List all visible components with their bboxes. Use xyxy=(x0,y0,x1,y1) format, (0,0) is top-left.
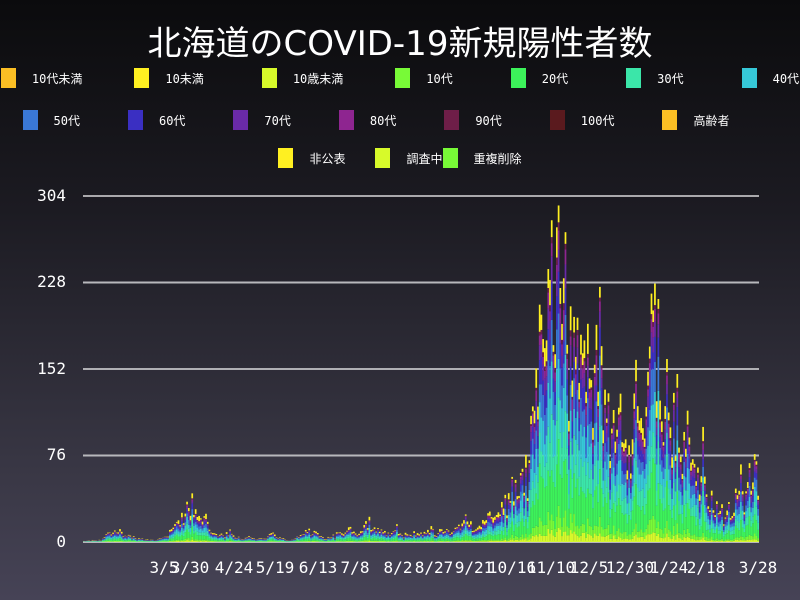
legend-item: 70代 xyxy=(233,110,291,130)
legend-label: 非公表 xyxy=(309,151,346,166)
x-tick-label: 9/21 xyxy=(454,558,494,577)
legend-label: 90代 xyxy=(475,113,502,128)
legend-label: 60代 xyxy=(158,113,186,128)
y-tick-label: 76 xyxy=(46,445,66,464)
legend-item: 20代 xyxy=(510,68,569,88)
x-tick-label: 5/19 xyxy=(255,558,295,577)
legend-swatch xyxy=(442,148,458,168)
legend-item: 90代 xyxy=(444,110,502,130)
legend-label: 80代 xyxy=(369,113,397,128)
legend-label: 70代 xyxy=(264,113,291,128)
legend-item: 10代未満 xyxy=(0,68,83,88)
chart-title: 北海道のCOVID-19新規陽性者数 xyxy=(147,24,653,64)
x-tick-label: 3/28 xyxy=(738,558,778,577)
legend-label: 10未満 xyxy=(165,71,204,86)
legend-item: 10未満 xyxy=(134,68,204,88)
legend-item: 高齢者 xyxy=(662,110,729,130)
legend-swatch xyxy=(395,68,411,88)
legend-swatch xyxy=(626,68,642,88)
x-tick-label: 6/13 xyxy=(298,558,338,577)
y-tick-label: 0 xyxy=(56,532,66,551)
legend-item: 50代 xyxy=(22,110,80,130)
legend-label: 40代 xyxy=(772,71,800,86)
legend-swatch xyxy=(549,110,565,130)
legend-swatch xyxy=(375,148,391,168)
legend-swatch xyxy=(741,68,757,88)
legend-item: 40代 xyxy=(741,68,800,88)
legend-item: 30代 xyxy=(626,68,684,88)
legend-item: 重複削除 xyxy=(442,148,522,168)
legend-swatch xyxy=(278,148,294,168)
legend-swatch xyxy=(22,110,38,130)
legend-swatch xyxy=(510,68,526,88)
y-tick-label: 152 xyxy=(37,359,66,378)
legend-item: 10代 xyxy=(395,68,453,88)
legend-swatch xyxy=(127,110,143,130)
legend-item: 調査中 xyxy=(375,148,443,168)
y-tick-label: 228 xyxy=(37,272,66,291)
x-tick-label: 3/5 xyxy=(149,558,179,577)
legend-item: 60代 xyxy=(127,110,186,130)
legend-row-2: 50代 60代 70代 80代 90代 100代 高齢者 xyxy=(0,110,800,130)
legend-item: 10歳未満 xyxy=(261,68,344,88)
legend-label: 10歳未満 xyxy=(292,71,344,86)
legend-swatch xyxy=(338,110,354,130)
legend-label: 調査中 xyxy=(406,151,443,166)
x-tick-label: 2/18 xyxy=(686,558,726,577)
x-tick-label: 7/8 xyxy=(340,558,370,577)
legend-item: 100代 xyxy=(549,110,615,130)
legend-label: 10代未満 xyxy=(31,71,83,86)
x-tick-label: 4/24 xyxy=(214,558,254,577)
legend-label: 高齢者 xyxy=(693,113,730,128)
legend-swatch xyxy=(662,110,678,130)
legend-label: 重複削除 xyxy=(473,151,522,166)
legend-swatch xyxy=(0,68,16,88)
legend-label: 20代 xyxy=(541,71,569,86)
x-tick-label: 3/30 xyxy=(170,558,210,577)
bars xyxy=(83,205,759,542)
legend-item: 非公表 xyxy=(278,148,345,168)
x-tick-label: 12/5 xyxy=(569,558,609,577)
x-tick-label: 8/27 xyxy=(414,558,454,577)
x-tick-label: 8/2 xyxy=(383,558,413,577)
legend-swatch xyxy=(261,68,277,88)
legend-label: 10代 xyxy=(426,71,453,86)
legend-label: 30代 xyxy=(657,71,684,86)
legend-label: 50代 xyxy=(53,113,80,128)
y-tick-label: 304 xyxy=(37,186,66,205)
x-tick-label: 11/10 xyxy=(526,558,576,577)
legend-row-1: 10代未満 10未満 10歳未満 10代 20代 30代 40代 xyxy=(0,68,800,88)
legend-row-3: 非公表 調査中 重複削除 xyxy=(0,148,800,168)
x-tick-label: 12/30 xyxy=(605,558,655,577)
x-tick-label: 1/24 xyxy=(649,558,689,577)
legend-swatch xyxy=(233,110,249,130)
legend-item: 80代 xyxy=(338,110,397,130)
legend-label: 100代 xyxy=(580,113,615,128)
legend-swatch xyxy=(444,110,460,130)
legend-swatch xyxy=(134,68,150,88)
x-tick-label: 10/16 xyxy=(487,558,537,577)
